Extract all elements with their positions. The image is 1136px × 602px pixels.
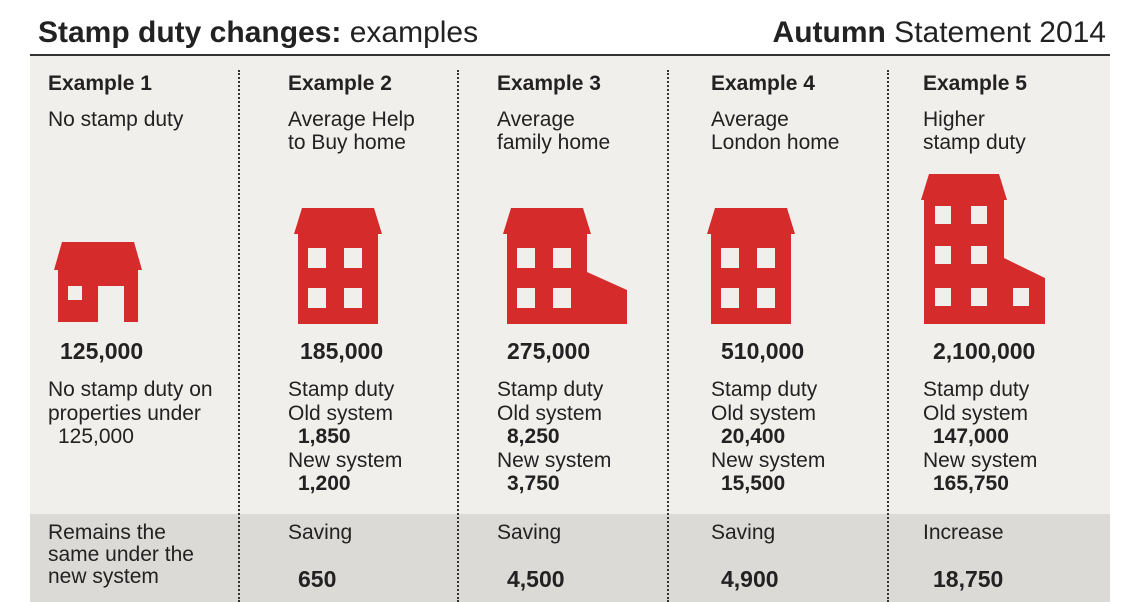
band-label: Increase xyxy=(923,521,1004,544)
example-description: Average London home xyxy=(711,108,840,154)
column-divider xyxy=(667,70,669,602)
house-price: 185,000 xyxy=(300,338,384,364)
example-label: Example 2 xyxy=(288,72,392,95)
column-divider xyxy=(457,70,459,602)
band-label: Saving xyxy=(711,521,776,544)
family-house-icon xyxy=(503,208,627,324)
example-note: No stamp duty on properties under 125,00… xyxy=(48,378,213,448)
stamp-duty-details: Stamp duty Old system 20,400 New system … xyxy=(711,378,826,495)
example-description: Average Help to Buy home xyxy=(288,108,415,154)
house-price: 510,000 xyxy=(721,338,805,364)
band-value: 4,900 xyxy=(721,566,779,592)
example-3-column: Example 3 Average family home 275,000 St… xyxy=(459,56,671,602)
band-label: Saving xyxy=(288,521,353,544)
band-label: Remains the same under the new system xyxy=(48,521,194,588)
house-price: 275,000 xyxy=(507,338,591,364)
source-label: Autumn Statement 2014 xyxy=(772,16,1106,49)
example-4-column: Example 4 Average London home 510,000 St… xyxy=(669,56,881,602)
column-divider xyxy=(887,70,889,602)
band-label: Saving xyxy=(497,521,562,544)
example-label: Example 4 xyxy=(711,72,815,95)
column-divider xyxy=(238,70,240,602)
band-value: 650 xyxy=(298,566,337,592)
summary-band xyxy=(30,514,1110,602)
example-label: Example 3 xyxy=(497,72,601,95)
example-label: Example 1 xyxy=(48,72,152,95)
example-description: No stamp duty xyxy=(48,108,184,131)
page-title: Stamp duty changes: examples xyxy=(38,16,479,49)
example-description: Average family home xyxy=(497,108,611,154)
example-description: Higher stamp duty xyxy=(923,108,1026,154)
large-house-icon xyxy=(921,174,1045,324)
example-2-column: Example 2 Average Help to Buy home 185,0… xyxy=(240,56,452,602)
house-price: 125,000 xyxy=(60,338,144,364)
band-value: 18,750 xyxy=(933,566,1004,592)
small-house-icon xyxy=(54,242,142,322)
house-price: 2,100,000 xyxy=(933,338,1036,364)
stamp-duty-details: Stamp duty Old system 8,250 New system 3… xyxy=(497,378,612,495)
example-1-column: Example 1 No stamp duty 125,000 No stamp… xyxy=(30,56,242,602)
stamp-duty-details: Stamp duty Old system 1,850 New system 1… xyxy=(288,378,403,495)
band-value: 4,500 xyxy=(507,566,565,592)
stamp-duty-details: Stamp duty Old system 147,000 New system… xyxy=(923,378,1038,495)
example-label: Example 5 xyxy=(923,72,1027,95)
two-storey-house-icon xyxy=(294,208,382,324)
london-house-icon xyxy=(707,208,795,324)
header-bar: Stamp duty changes: examples Autumn Stat… xyxy=(30,10,1110,56)
example-5-column: Example 5 Higher stamp duty 2,100,000 St… xyxy=(889,56,1101,602)
